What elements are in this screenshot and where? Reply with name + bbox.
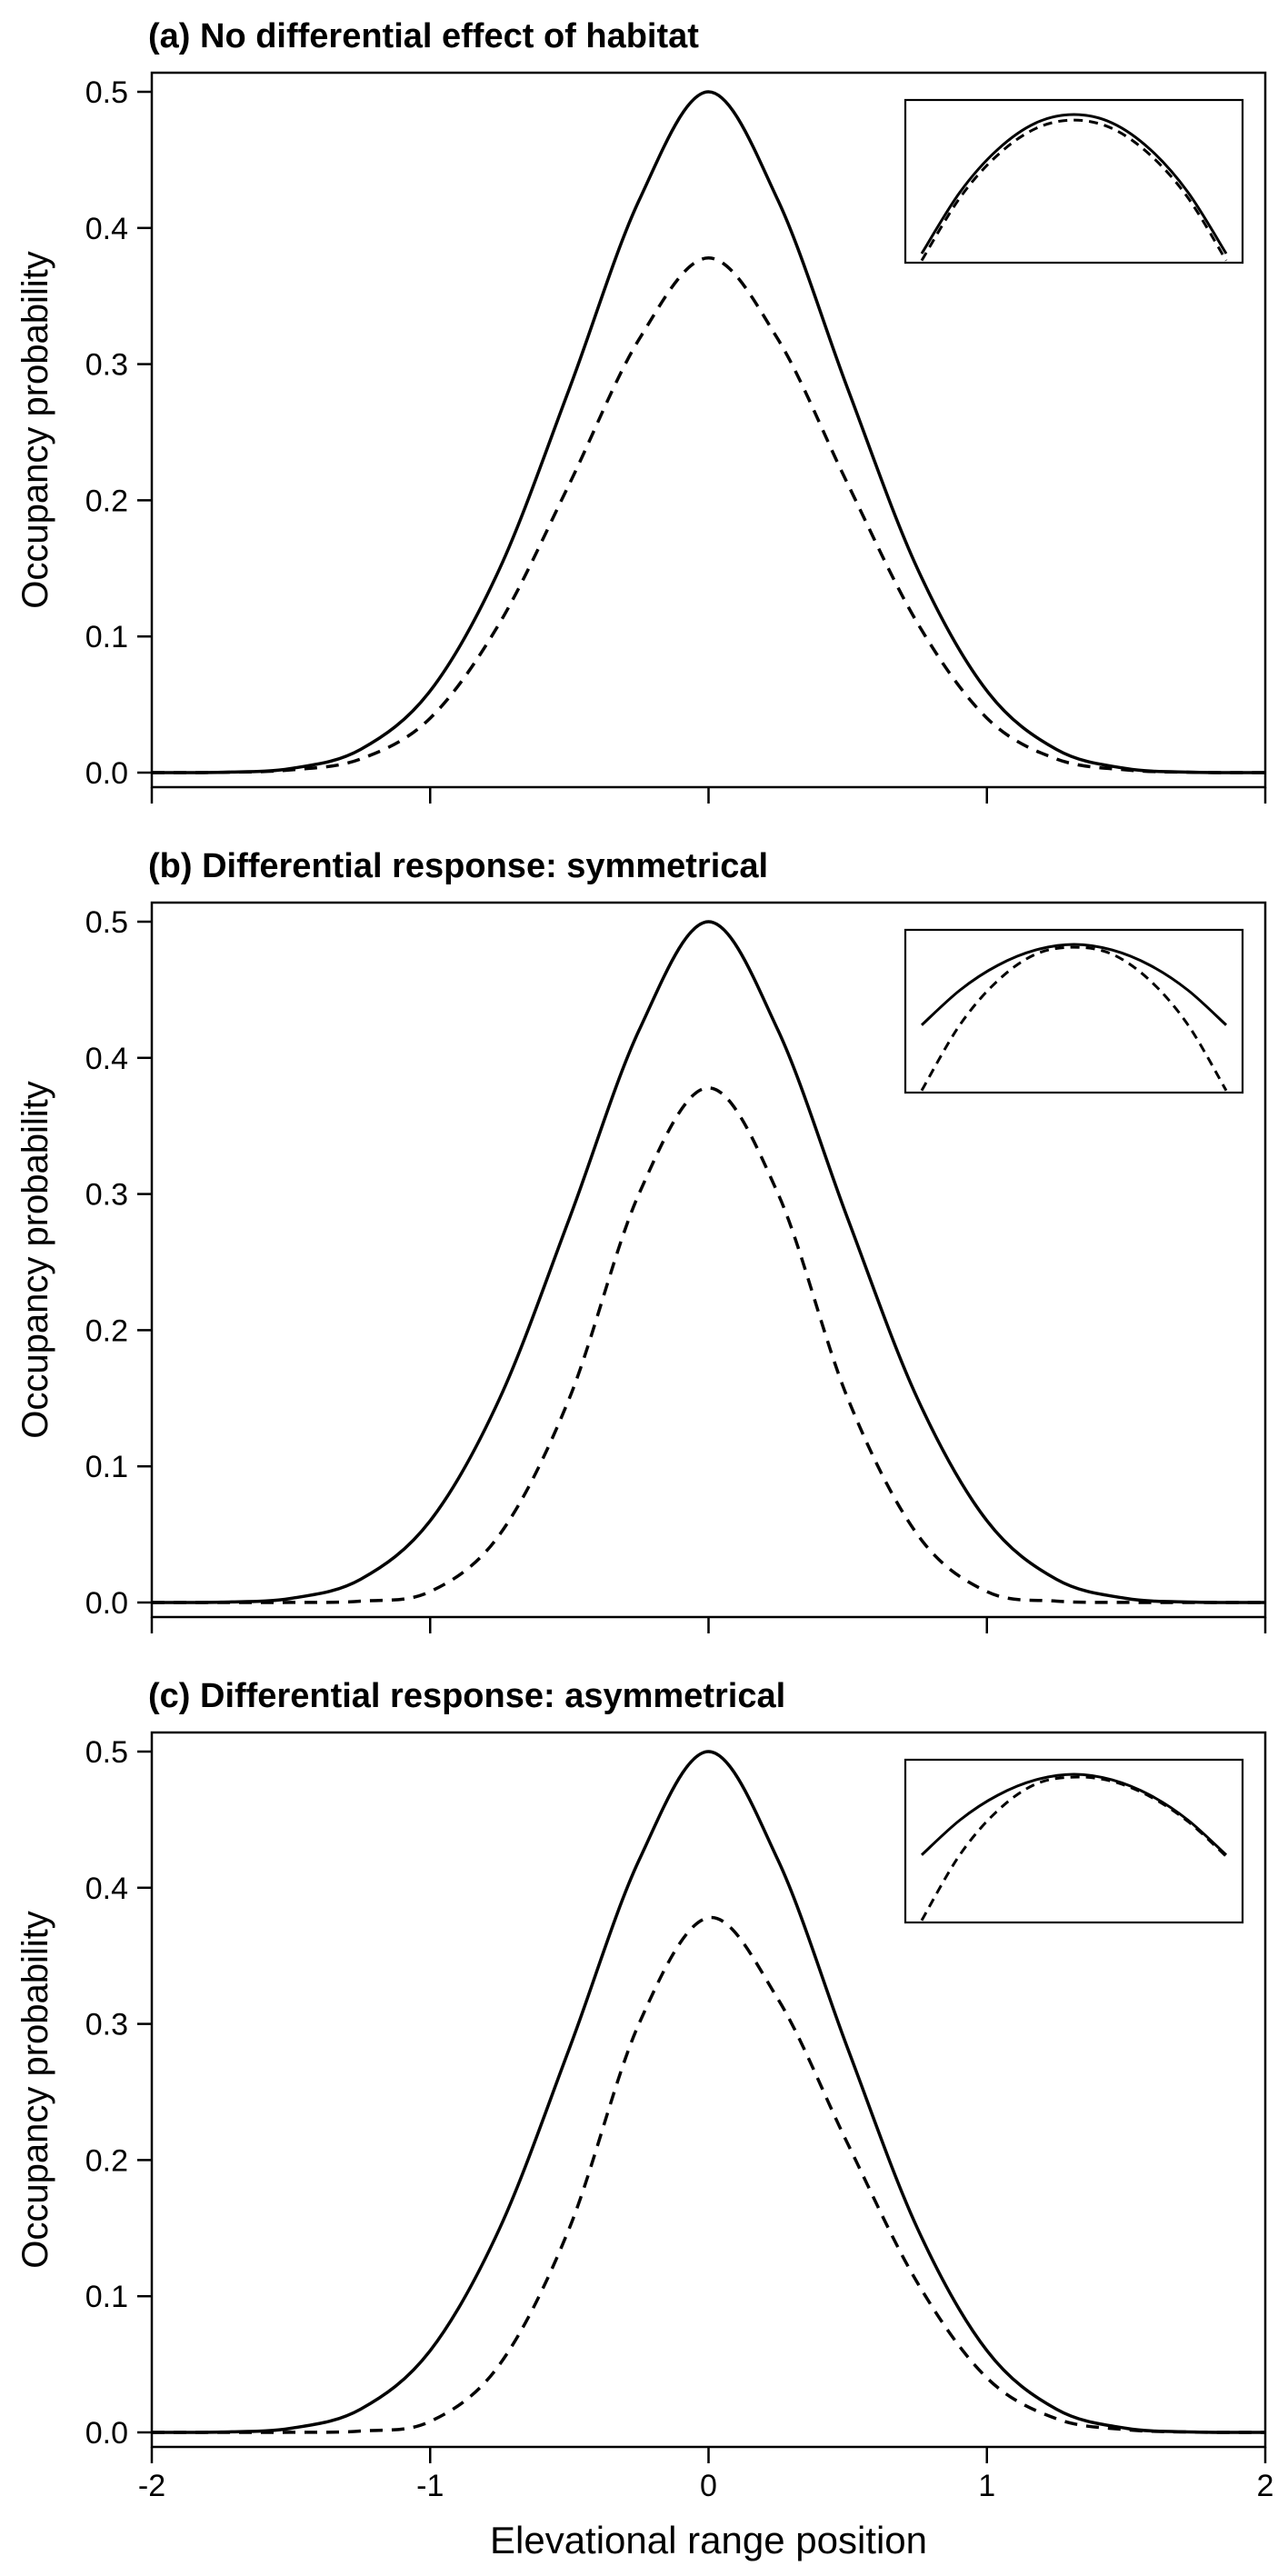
solid-curve [151,920,1266,1604]
x-tick-label: -1 [416,2469,444,2503]
inset [904,928,1244,1094]
inset-dashed-curve [920,118,1228,262]
inset [904,1758,1244,1924]
inset-solid-curve [920,113,1228,255]
dashed-curve [152,1916,1266,2434]
dashed-curve [152,1086,1265,1604]
y-tick-label: 0.5 [85,1735,128,1770]
y-tick-label: 0.1 [85,1450,128,1484]
y-tick-label: 0.5 [85,75,128,110]
dashed-curve [151,256,1266,774]
panel-b: (b) Differential response: symmetrical 0.… [15,847,1267,1633]
panel-title: (a) No differential effect of habitat [148,17,699,55]
solid-curve [151,1750,1266,2434]
x-tick-label: 2 [1257,2469,1274,2503]
y-tick-label: 0.3 [85,2008,128,2042]
x-tick-label: -2 [138,2469,165,2503]
y-axis-label: Occupancy probability [15,1081,55,1439]
x-tick-label: 1 [978,2469,995,2503]
y-axis-label: Occupancy probability [15,1911,55,2269]
solid-curve [151,90,1266,774]
inset-frame [904,98,1244,265]
y-tick-label: 0.0 [85,2416,128,2451]
inset [904,98,1244,265]
inset-frame [904,1758,1244,1924]
inset-frame [904,928,1244,1094]
inset-dashed-curve [920,1775,1228,1922]
inset-solid-curve [920,943,1228,1026]
inset-dashed-curve [920,945,1228,1092]
y-tick-label: 0.0 [85,756,128,791]
y-axis-label: Occupancy probability [15,251,55,609]
x-axis-label: Elevational range position [490,2519,927,2561]
y-tick-label: 0.2 [85,2143,128,2178]
y-tick-label: 0.4 [85,1042,128,1076]
y-tick-label: 0.3 [85,348,128,383]
y-tick-label: 0.1 [85,620,128,654]
y-tick-label: 0.0 [85,1586,128,1621]
panel-title: (b) Differential response: symmetrical [148,847,768,885]
panel-a: (a) No differential effect of habitat 0.0… [15,17,1267,804]
y-tick-label: 0.1 [85,2280,128,2314]
panel-title: (c) Differential response: asymmetrical [148,1677,785,1715]
y-tick-label: 0.4 [85,1872,128,1906]
panel-c: (c) Differential response: asymmetrical 0… [15,1677,1273,2561]
y-tick-label: 0.2 [85,484,128,518]
y-tick-label: 0.5 [85,905,128,940]
y-tick-label: 0.2 [85,1313,128,1348]
y-tick-label: 0.3 [85,1178,128,1213]
x-tick-label: 0 [700,2469,717,2503]
y-tick-label: 0.4 [85,212,128,246]
